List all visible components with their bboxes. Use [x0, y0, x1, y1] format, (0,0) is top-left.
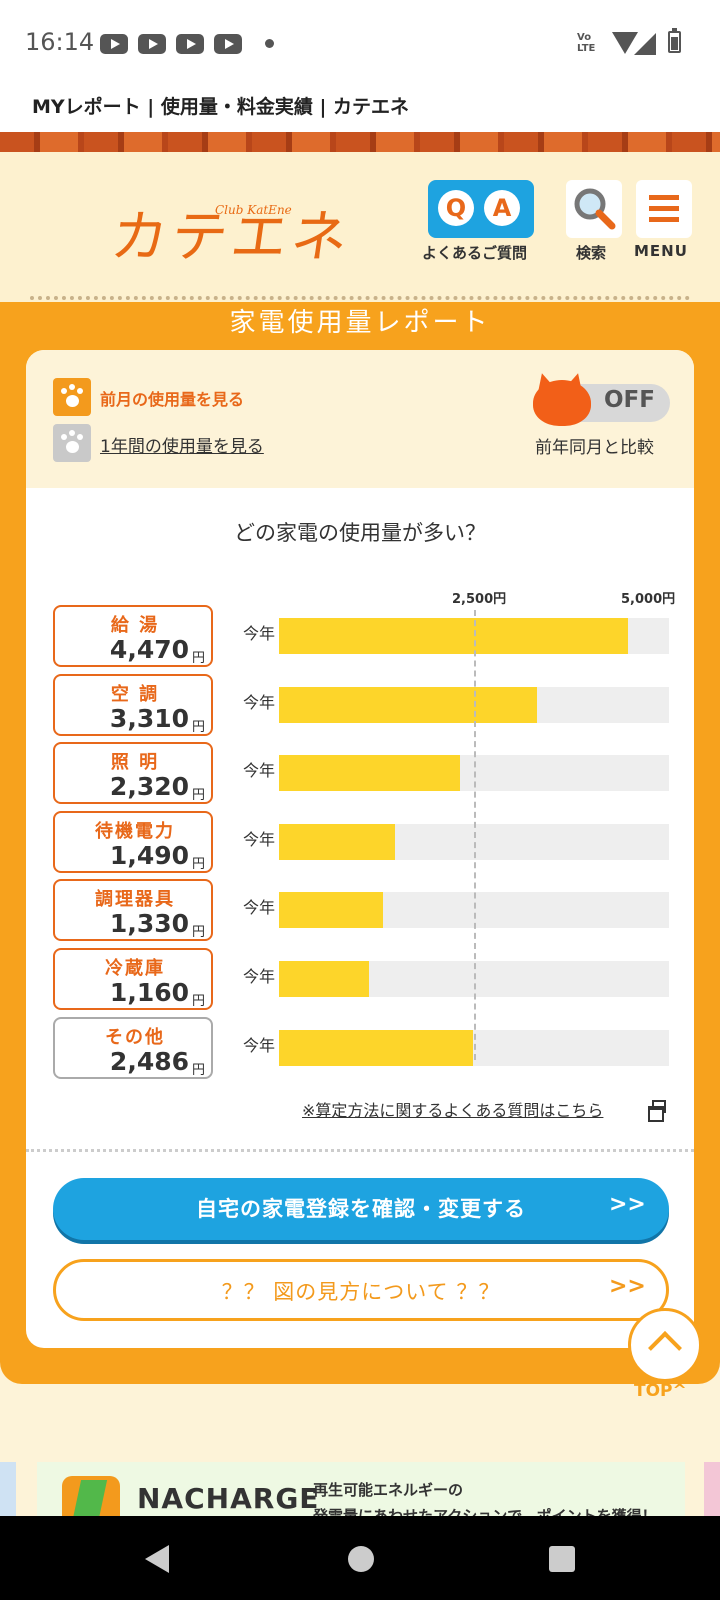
chart-title: どの家電の使用量が多い？ — [234, 521, 486, 545]
category-value: 1,330 — [109, 909, 189, 939]
bar — [279, 823, 395, 860]
status-time: 16:14 — [25, 28, 95, 56]
unit-label: 円 — [191, 788, 205, 804]
category-value: 1,490 — [109, 840, 189, 870]
paw-icon — [53, 424, 91, 462]
battery-icon — [668, 28, 681, 53]
faq-button[interactable]: Q A — [428, 180, 534, 238]
unit-label: 円 — [191, 1062, 205, 1078]
search-label[interactable]: 検索 — [576, 244, 607, 262]
category-value: 3,310 — [109, 703, 189, 733]
category-box: 給 湯 4,470 円 — [53, 605, 213, 667]
external-window-icon[interactable] — [648, 1100, 666, 1122]
category-name: 冷蔵庫 — [105, 958, 165, 979]
hamburger-icon — [649, 195, 679, 222]
chevron-right-icon: >> — [609, 1274, 646, 1299]
category-name: 照 明 — [110, 752, 160, 774]
bar — [279, 961, 369, 997]
category-value: 4,470 — [109, 635, 189, 664]
register-appliances-button[interactable]: 自宅の家電登録を確認・変更する >> — [53, 1178, 669, 1240]
a-icon: A — [484, 190, 520, 226]
one-year-link[interactable]: 1年間の使用量を見る — [100, 437, 264, 457]
card-divider — [26, 1149, 694, 1152]
wifi-icon — [612, 32, 638, 54]
bar — [279, 755, 460, 792]
row-label: 今年 — [243, 967, 276, 986]
unit-label: 円 — [191, 994, 205, 1009]
dot-icon — [265, 39, 274, 48]
toggle-state: OFF — [604, 387, 655, 413]
youtube-icon — [176, 34, 204, 54]
bar — [279, 1029, 473, 1066]
youtube-icon — [138, 34, 166, 54]
volte-indicator: Vo LTE — [577, 32, 596, 54]
section-title: 家電使用量レポート — [229, 308, 491, 338]
how-to-read-button[interactable]: ？？ 図の見方について ？？ >> — [53, 1259, 669, 1321]
unit-label: 円 — [191, 651, 205, 666]
search-button[interactable] — [566, 180, 622, 238]
row-label: 今年 — [243, 692, 276, 712]
row-label: 今年 — [243, 898, 276, 918]
row-label: 今年 — [243, 761, 276, 781]
category-name: 空 調 — [110, 683, 160, 705]
recent-apps-icon[interactable] — [549, 1546, 575, 1572]
back-icon[interactable] — [145, 1545, 169, 1573]
axis-tick-label: 2,500円 — [452, 592, 507, 607]
scroll-top-button[interactable] — [628, 1308, 702, 1382]
row-label: 今年 — [243, 624, 276, 643]
category-name: 調理器具 — [95, 889, 175, 911]
page-title: MYレポート | 使用量・料金実績 | カテエネ — [32, 96, 410, 118]
category-box: 冷蔵庫 1,160 円 — [53, 948, 213, 1010]
menu-label[interactable]: MENU — [634, 242, 688, 260]
category-value: 1,160 — [109, 978, 189, 1007]
category-box: 照 明 2,320 円 — [53, 742, 213, 805]
nacharge-name: NACHARGE — [137, 1482, 320, 1515]
category-name: 給 湯 — [110, 615, 160, 636]
category-name: 待機電力 — [95, 820, 175, 842]
category-box: その他 2,486 円 — [53, 1016, 213, 1079]
how-to-read-label: ？？ 図の見方について ？？ — [221, 1280, 501, 1304]
page-title-bar — [0, 88, 720, 132]
category-value: 2,320 — [109, 772, 189, 802]
nacharge-text: 再生可能エネルギーの — [313, 1481, 464, 1499]
header-divider — [30, 296, 690, 300]
katene-logo-sub: Club KatEne — [215, 203, 292, 217]
category-box: 空 調 3,310 円 — [53, 673, 213, 736]
prev-month-link[interactable]: 前月の使用量を見る — [100, 390, 245, 409]
scroll-top-label[interactable]: TOP^ — [634, 1381, 687, 1401]
reference-line — [474, 610, 476, 1060]
category-value: 2,486 — [109, 1046, 189, 1076]
register-appliances-label: 自宅の家電登録を確認・変更する — [196, 1197, 526, 1221]
unit-label: 円 — [191, 856, 205, 872]
chevron-right-icon: >> — [609, 1192, 646, 1217]
bar — [279, 618, 628, 654]
youtube-icon — [214, 34, 242, 54]
bar — [279, 892, 383, 929]
compare-label: 前年同月と比較 — [535, 438, 654, 458]
search-icon — [574, 188, 616, 230]
unit-label: 円 — [191, 925, 205, 941]
unit-label: 円 — [191, 719, 205, 735]
q-icon: Q — [438, 190, 474, 226]
row-label: 今年 — [243, 829, 276, 849]
menu-button[interactable] — [636, 180, 692, 238]
faq-label[interactable]: よくあるご質問 — [422, 244, 528, 262]
signal-icon — [634, 33, 656, 55]
calculation-faq-link[interactable]: ※算定方法に関するよくある質問はこちら — [302, 1101, 604, 1120]
category-box: 調理器具 1,330 円 — [53, 879, 213, 942]
category-box: 待機電力 1,490 円 — [53, 810, 213, 873]
cat-icon[interactable] — [533, 380, 591, 426]
axis-tick-label: 5,000円 — [621, 592, 676, 607]
brick-border — [0, 132, 720, 152]
paw-icon — [53, 378, 91, 416]
row-label: 今年 — [243, 1035, 276, 1055]
youtube-icon — [100, 34, 128, 54]
home-icon[interactable] — [348, 1546, 374, 1572]
category-name: その他 — [105, 1026, 165, 1048]
bar — [279, 686, 537, 723]
